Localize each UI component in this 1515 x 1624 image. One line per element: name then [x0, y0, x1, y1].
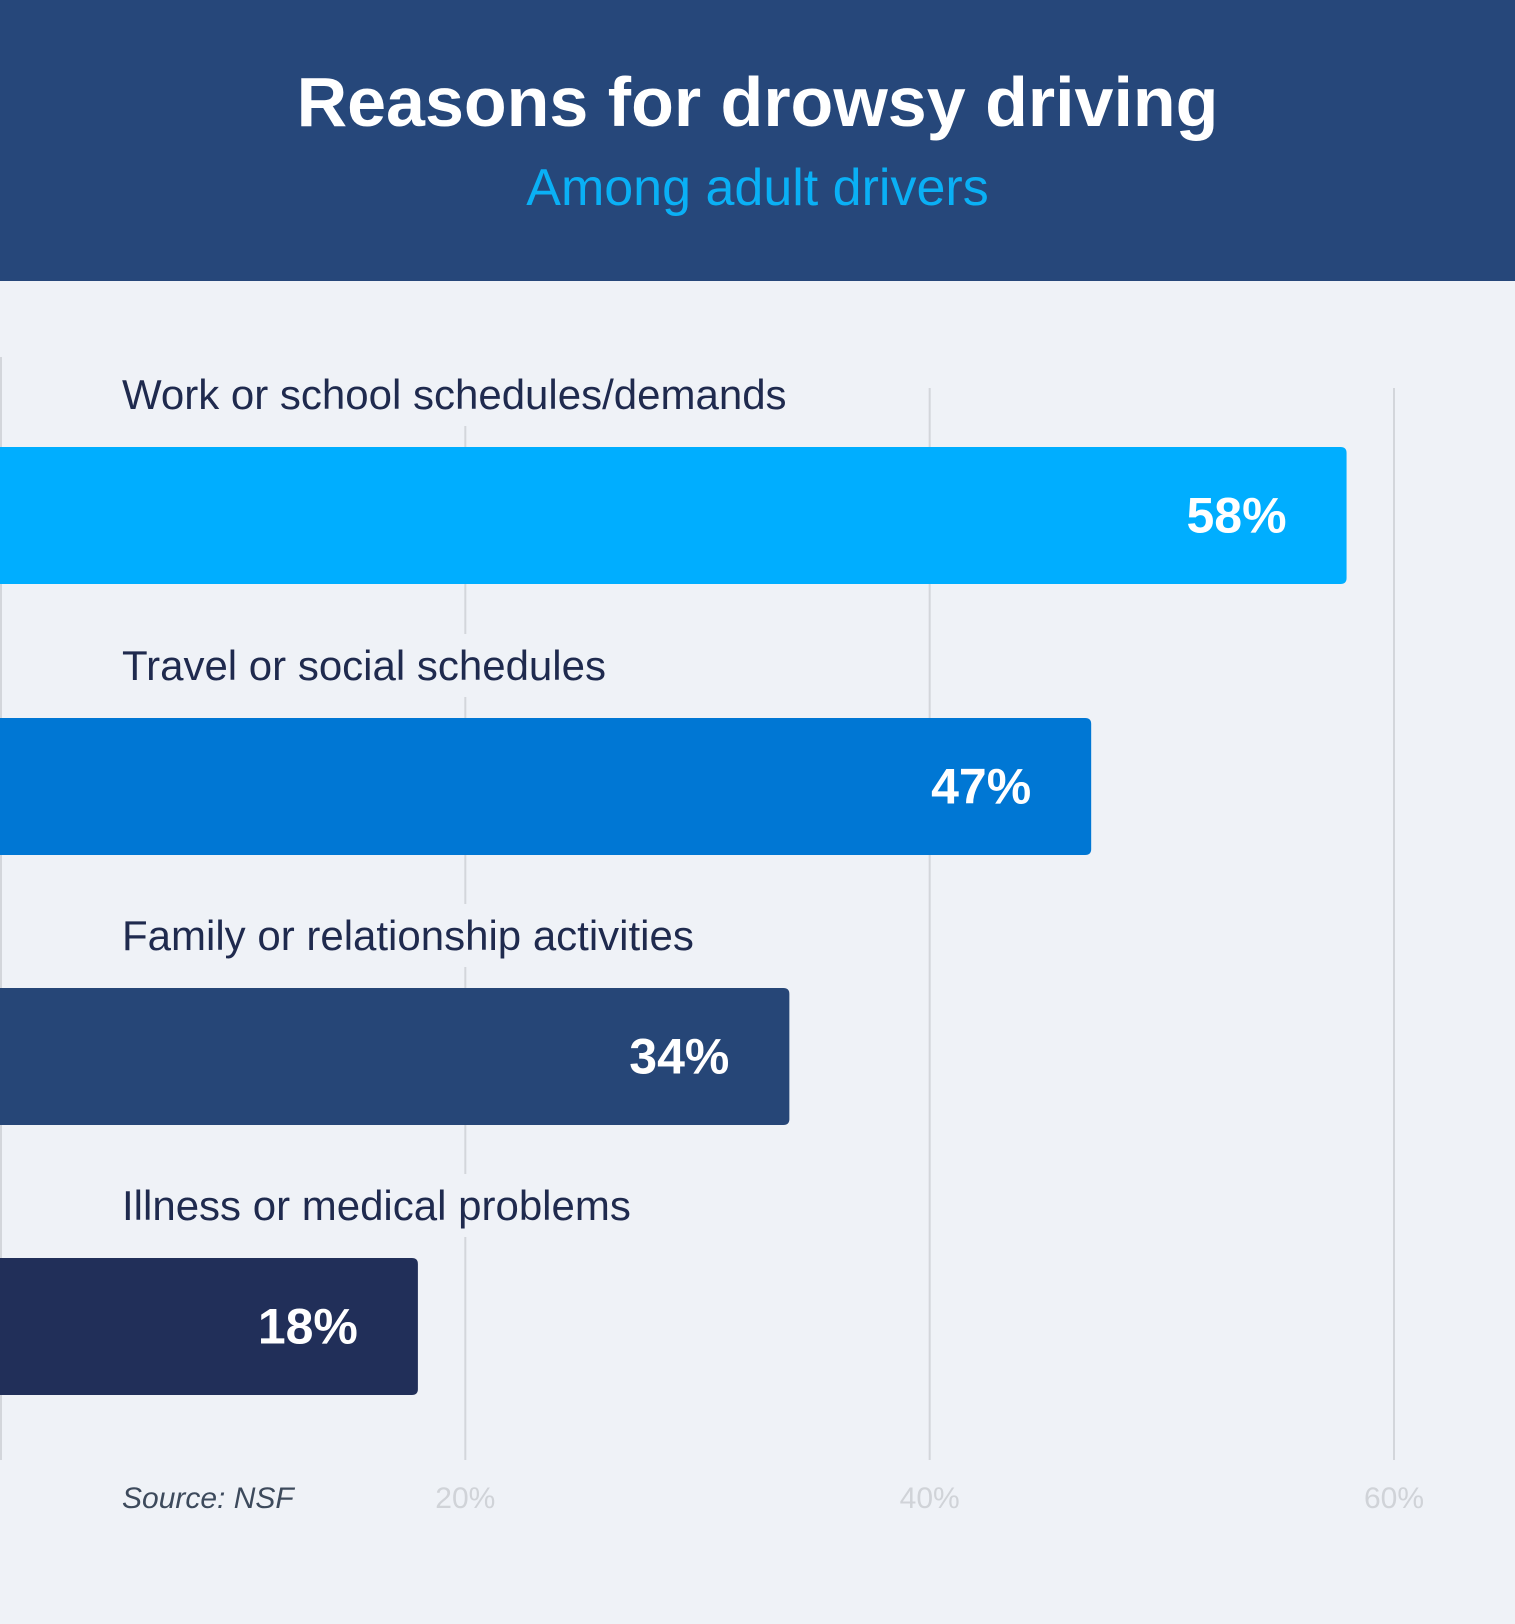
category-label: Illness or medical problems [122, 1182, 631, 1229]
value-label: 47% [931, 759, 1031, 815]
bar-1 [0, 718, 1092, 855]
bar-2 [0, 988, 790, 1125]
category-label-background [116, 363, 795, 426]
x-tick-label: 60% [1364, 1482, 1424, 1515]
value-label: 18% [258, 1299, 358, 1355]
value-label: 34% [629, 1029, 729, 1085]
category-label-background [116, 904, 702, 967]
x-tick-label: 40% [900, 1482, 960, 1515]
bar-0 [0, 447, 1347, 584]
x-tick-label: 20% [435, 1482, 495, 1515]
chart-subtitle: Among adult drivers [526, 159, 989, 217]
bar-3 [0, 1258, 418, 1395]
value-label: 58% [1186, 488, 1286, 544]
category-label: Travel or social schedules [122, 642, 606, 689]
source-note: Source: NSF [122, 1482, 295, 1515]
category-label: Family or relationship activities [122, 912, 694, 959]
category-label-background [116, 1174, 639, 1237]
chart-title: Reasons for drowsy driving [296, 63, 1219, 141]
category-label: Work or school schedules/demands [122, 371, 787, 418]
category-label-background [116, 634, 614, 697]
header-banner: Reasons for drowsy driving Among adult d… [0, 0, 1515, 281]
